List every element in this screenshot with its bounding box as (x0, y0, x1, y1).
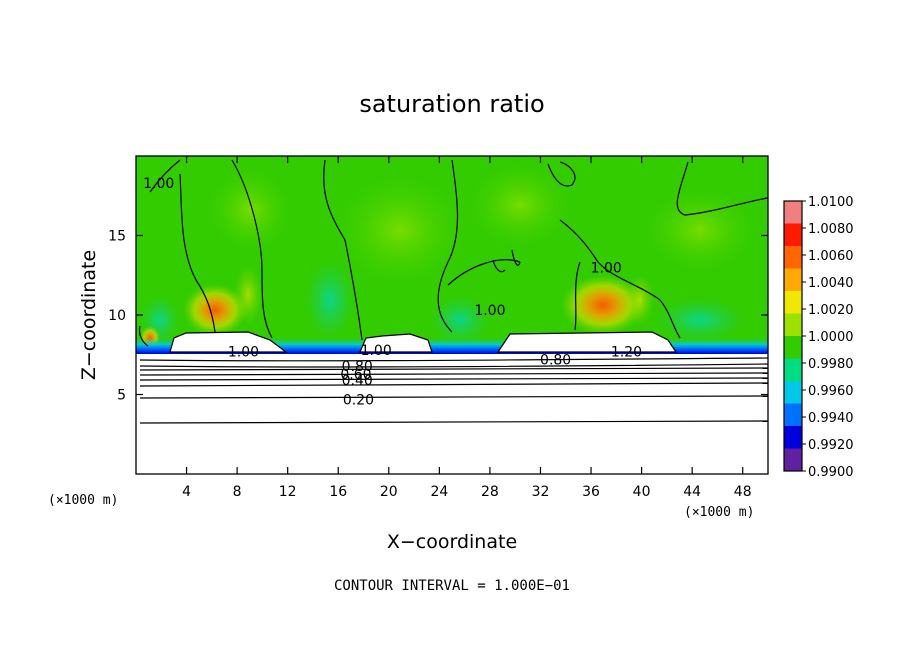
y-axis-label: Z−coordinate (78, 250, 100, 380)
colorbar: 1.0100 1.0080 1.0060 1.0040 1.0020 1.0000 0.99… (783, 195, 854, 480)
colorbar-label: 0.9960 (808, 384, 854, 399)
colorbar-label: 1.0060 (808, 249, 854, 264)
contour-label: 1.00 (474, 303, 505, 319)
colorbar-segment (784, 381, 802, 404)
colorbar-segment (784, 358, 802, 382)
colorbar-label: 0.9900 (808, 465, 854, 480)
x-tick-label: 44 (683, 484, 701, 500)
x-tick-label: 32 (532, 484, 550, 500)
x-tick-label: 48 (734, 484, 752, 500)
contour-label: 1.20 (611, 345, 642, 361)
x-tick-label: 28 (481, 484, 499, 500)
colorbar-label: 0.9920 (808, 438, 854, 453)
x-tick-label: 12 (279, 484, 297, 500)
colorbar-label: 1.0040 (808, 276, 854, 291)
contour-label: 0.40 (342, 373, 373, 389)
colorbar-segment (784, 313, 802, 337)
contour-label: 1.00 (228, 345, 259, 361)
colorbar-segment (784, 403, 802, 427)
colorbar-segment (784, 268, 802, 292)
contour-label: 0.20 (343, 392, 374, 408)
contour-labels: 1.001.00 1.000.800.600.400.201.000.80 1.20… (143, 176, 642, 408)
y-ticks: 5 10 15 (108, 229, 768, 404)
chart-title: saturation ratio (359, 90, 544, 118)
x-unit-right: (×1000 m) (684, 505, 754, 520)
colorbar-label: 0.9940 (808, 411, 854, 426)
colorbar-segment (784, 201, 802, 224)
y-tick-label: 15 (108, 229, 126, 245)
contour-label: 0.60 (340, 367, 371, 383)
colorbar-label: 1.0080 (808, 222, 854, 237)
cloud-region-left (169, 331, 288, 353)
colorbar-segment (784, 448, 802, 472)
contour-label: 0.80 (540, 353, 571, 369)
x-tick-label: 8 (233, 484, 242, 500)
y-tick-label: 10 (108, 308, 126, 324)
colorbar-segment (784, 291, 802, 314)
colorbar-segment (784, 223, 802, 247)
contour-label: 1.00 (143, 176, 174, 192)
plot-area: 1.001.00 1.000.800.600.400.201.000.80 1.20… (108, 155, 769, 500)
field-texture (136, 160, 768, 354)
contour-label: 1.00 (361, 343, 392, 359)
x-tick-label: 16 (329, 484, 347, 500)
contour-interval-note: CONTOUR INTERVAL = 1.000E−01 (334, 578, 570, 594)
contour-lines (138, 159, 769, 424)
contour-label: 1.00 (591, 260, 622, 276)
x-axis-label: X−coordinate (387, 531, 517, 553)
colorbar-segment (784, 336, 802, 359)
colorbar-label: 1.0100 (808, 195, 854, 210)
colorbar-segment (784, 246, 802, 269)
x-unit-left: (×1000 m) (48, 493, 118, 508)
colorbar-segment (784, 426, 802, 449)
cloud-regions (169, 331, 678, 353)
cloud-region-center (359, 333, 433, 353)
cloud-region-right (496, 331, 678, 353)
colorbar-label: 0.9980 (808, 357, 854, 372)
colorbar-label: 1.0000 (808, 330, 854, 345)
x-tick-label: 4 (182, 484, 191, 500)
contour-label: 0.80 (342, 359, 373, 375)
x-tick-label: 40 (633, 484, 651, 500)
colorbar-label: 1.0020 (808, 303, 854, 318)
y-tick-label: 5 (117, 388, 126, 404)
x-tick-label: 20 (380, 484, 398, 500)
x-tick-label: 36 (582, 484, 600, 500)
x-ticks: 4 8 12 16 20 24 28 32 36 40 44 48 (182, 156, 752, 500)
x-tick-label: 24 (430, 484, 448, 500)
